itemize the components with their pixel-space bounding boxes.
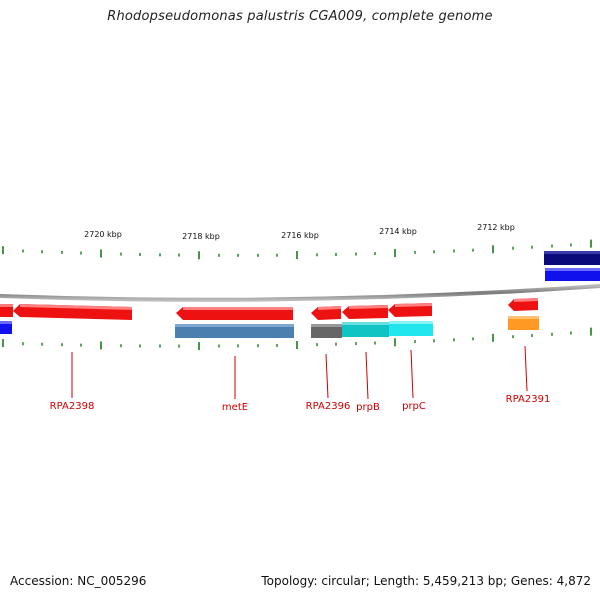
- gene-label-rpa2391[interactable]: RPA2391: [506, 394, 551, 405]
- scale-label-2720: 2720 kbp: [84, 230, 122, 239]
- gene-block-blue-top-right[interactable]: [545, 268, 600, 281]
- gene-block-prpc-cyan[interactable]: [389, 321, 433, 336]
- gene-arrow-mete[interactable]: [176, 307, 293, 320]
- outer-tick-row: [2, 239, 592, 260]
- gene-arrow-prpc[interactable]: [388, 303, 432, 317]
- leader-line-rpa2391: [524, 345, 528, 392]
- gene-block-navy-top-right[interactable]: [544, 251, 600, 265]
- leader-line-prpb: [365, 351, 369, 400]
- scale-label-2714: 2714 kbp: [379, 227, 417, 236]
- gene-red-left-edge[interactable]: [0, 304, 13, 317]
- gene-label-rpa2396[interactable]: RPA2396: [306, 401, 351, 412]
- gene-label-mete[interactable]: metE: [222, 402, 248, 413]
- gene-arrow-rpa2398[interactable]: [13, 304, 132, 320]
- accession-text: Accession: NC_005296: [10, 574, 147, 588]
- genome-summary-text: Topology: circular; Length: 5,459,213 bp…: [261, 574, 591, 588]
- scale-label-2718: 2718 kbp: [182, 232, 220, 241]
- gene-block-prpb-cyan[interactable]: [342, 322, 389, 337]
- gene-arrow-rpa2391[interactable]: [508, 298, 538, 311]
- genome-title: Rhodopseudomonas palustris CGA009, compl…: [107, 9, 493, 24]
- scale-label-2712: 2712 kbp: [477, 223, 515, 232]
- gene-block-mete-steelblue[interactable]: [175, 324, 294, 338]
- gene-arrow-rpa2396[interactable]: [311, 306, 341, 320]
- leader-line-prpc: [410, 349, 414, 399]
- gene-block-rpa2391-orange[interactable]: [508, 316, 539, 330]
- gene-block-rpa2396-gray[interactable]: [311, 324, 342, 338]
- genome-backbone: [0, 284, 600, 302]
- gene-label-prpc[interactable]: prpC: [402, 401, 426, 412]
- scale-label-2716: 2716 kbp: [281, 231, 319, 240]
- leader-line-rpa2396: [325, 353, 329, 399]
- gene-blue-left-edge[interactable]: [0, 321, 12, 334]
- gene-arrow-prpb[interactable]: [342, 305, 388, 319]
- gene-label-rpa2398[interactable]: RPA2398: [50, 401, 95, 412]
- inner-tick-row: [2, 327, 592, 351]
- gene-label-prpb[interactable]: prpB: [356, 402, 380, 413]
